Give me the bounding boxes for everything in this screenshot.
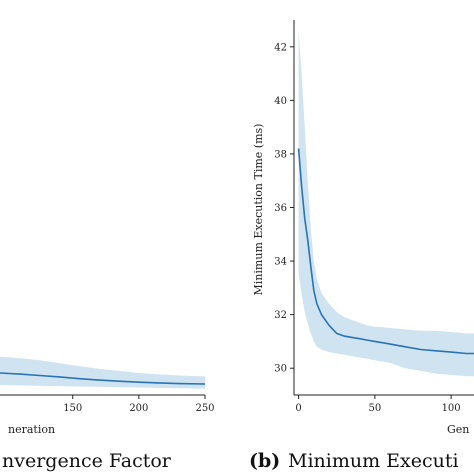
panel-b-caption: Minimum Executi [288,450,459,472]
panel-b-y-ticks: 30 32 34 36 38 40 42 [274,42,294,375]
panel-a-x-tick-label: 250 [195,403,214,414]
panel-b-confidence-band [298,30,474,377]
panel-a-confidence-band [0,356,205,389]
panel-b-y-tick-label: 32 [274,310,287,321]
panel-b-y-axis-label: Minimum Execution Time (ms) [252,124,265,296]
panel-a-x-tick-label: 200 [129,403,148,414]
panel-a-line-path [0,372,206,385]
panel-b-x-tick-label: 50 [368,403,381,414]
panel-a-x-tick-label: 150 [63,403,82,414]
panel-a-x-ticks: 150 200 250 [63,395,215,414]
panel-a-x-axis-label: neration [8,423,55,436]
panel-a-caption: nvergence Factor [2,450,172,472]
panel-a-convergence-factor: 150 200 250 neration nvergence Factor [0,356,215,472]
panel-a-band-area [0,356,205,389]
panel-b-y-tick-label: 30 [274,364,287,375]
panel-b-y-tick-label: 38 [274,149,287,160]
panel-b-y-tick-label: 40 [274,96,287,107]
panel-b-caption-label: (b) [249,450,280,472]
panel-b-series-line [297,148,474,355]
panel-b-x-ticks: 0 50 100 [295,395,461,414]
panel-b-x-axis-label: Gen [447,423,469,436]
panel-b-line-path [297,148,474,355]
panel-b-y-tick-label: 42 [274,42,287,53]
panel-b-band-area [298,30,474,377]
panel-b-x-tick-label: 100 [442,403,461,414]
panel-a-series-line [0,372,206,385]
panel-b-x-tick-label: 0 [295,403,301,414]
panel-b-y-tick-label: 36 [274,203,287,214]
panel-b-minimum-execution-time: 0 50 100 30 32 34 36 38 40 42 Minimum Execution … [249,20,474,472]
panel-b-y-tick-label: 34 [274,257,287,268]
